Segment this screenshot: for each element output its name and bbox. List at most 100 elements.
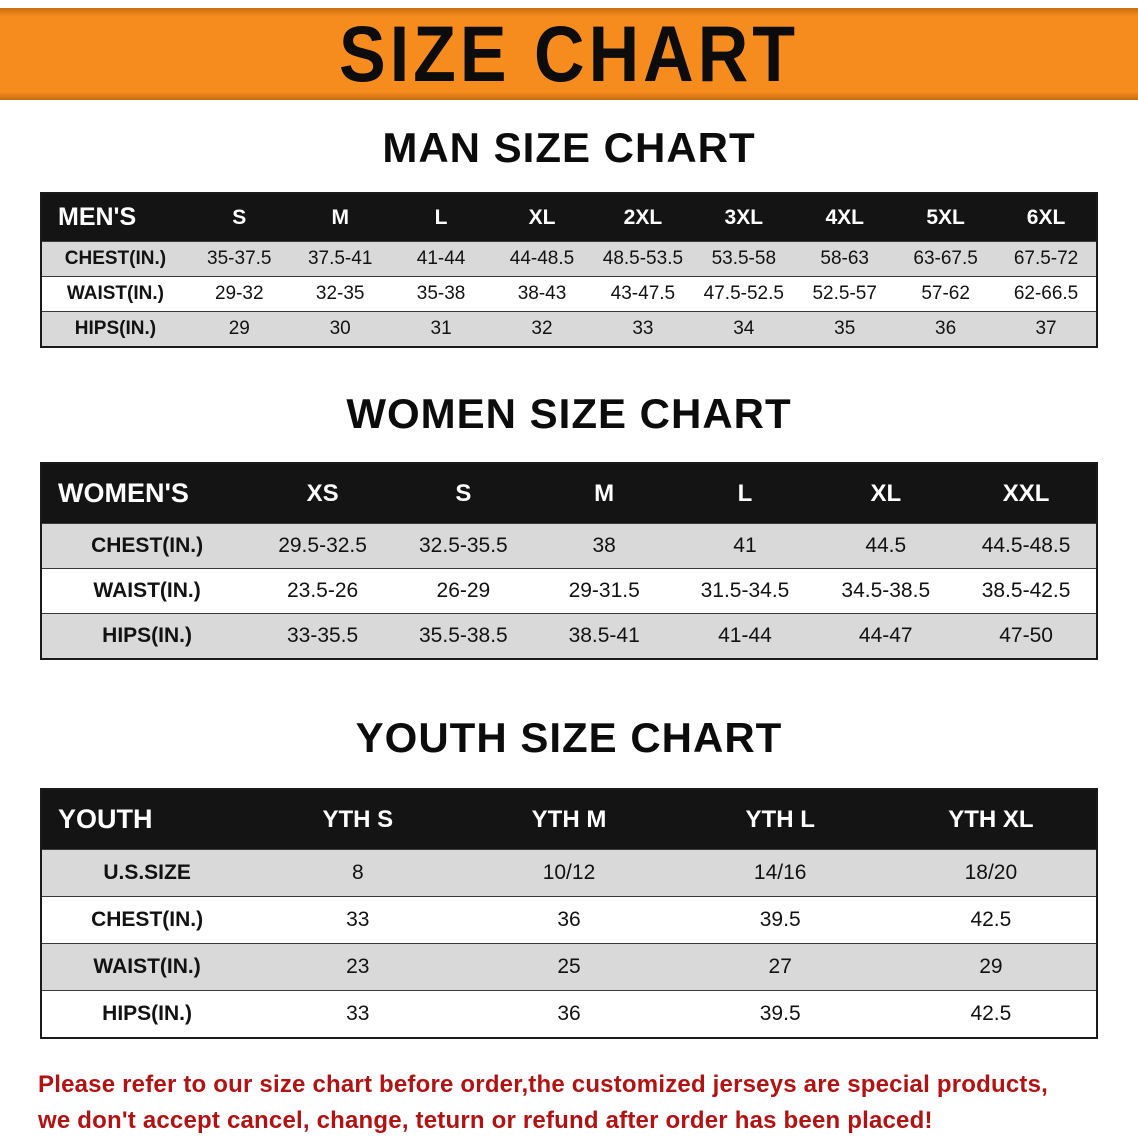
row-label: WAIST(IN.) [93,955,201,979]
women-size-section: WOMEN SIZE CHART WOMEN'S XS S M L XL XXL CHEST(… [0,391,1138,661]
size-column-header: 3XL [693,193,795,242]
table-header-row: YOUTH YTH S YTH M YTH L YTH XL [41,789,1097,850]
size-value-cell: 44-47 [858,624,913,648]
size-column-header: M [289,193,391,242]
size-value-cell: 41-44 [718,624,772,648]
size-value-cell: 33 [632,318,654,340]
size-value-cell: 29 [228,318,250,340]
table-row: CHEST(IN.) 35-37.5 37.5-41 41-44 44-48.5 48.5… [41,241,1097,277]
size-value-cell: 47.5-52.5 [703,283,784,305]
size-column-header: YTH XL [885,789,1097,850]
size-value-cell: 36 [557,908,581,932]
size-value-cell: 29-31.5 [568,579,640,603]
size-value-cell: 33-35.5 [286,624,359,648]
row-label: HIPS(IN.) [102,624,193,648]
size-value-cell: 41-44 [416,248,466,270]
size-value-cell: 30 [329,318,351,340]
size-value-cell: 27 [768,955,792,979]
size-value-cell: 37.5-41 [307,248,373,270]
size-value-cell: 62-66.5 [1013,283,1079,305]
row-label: CHEST(IN.) [64,248,167,270]
size-value-cell: 36 [935,318,957,340]
size-value-cell: 39.5 [759,908,801,932]
women-size-table: WOMEN'S XS S M L XL XXL CHEST(IN.) 29.5-32.5 32.5… [40,462,1098,661]
size-value-cell: 38.5-42.5 [981,579,1071,603]
size-column-header: L [390,193,492,242]
size-value-cell: 38-43 [517,283,567,305]
table-row: WAIST(IN.) 23.5-26 26-29 29-31.5 31.5-34.5 34… [41,568,1097,614]
size-value-cell: 41 [733,534,757,558]
row-label: WAIST(IN.) [93,579,201,603]
size-value-cell: 36 [557,1002,581,1026]
youth-size-table: YOUTH YTH S YTH M YTH L YTH XL U.S.SIZE 8 10/12… [40,788,1098,1040]
table-header-row: MEN'S S M L XL 2XL 3XL 4XL 5XL 6XL [41,193,1097,242]
size-value-cell: 67.5-72 [1013,248,1079,270]
size-value-cell: 44.5 [865,534,907,558]
size-column-header: YTH M [463,789,675,850]
note-line-1: Please refer to our size chart before or… [38,1071,1048,1099]
size-value-cell: 42.5 [970,1002,1012,1026]
size-value-cell: 38 [592,534,616,558]
size-column-header: S [188,193,290,242]
table-row: U.S.SIZE 8 10/12 14/16 18/20 [41,849,1097,897]
size-value-cell: 52.5-57 [812,283,877,305]
row-label: WAIST(IN.) [66,283,164,305]
table-row: CHEST(IN.) 33 36 39.5 42.5 [41,896,1097,944]
size-value-cell: 35-37.5 [207,248,272,270]
row-label: CHEST(IN.) [91,534,204,558]
size-column-header: XL [815,463,957,524]
table-row: CHEST(IN.) 29.5-32.5 32.5-35.5 38 41 44.5 44.5… [41,523,1097,569]
row-label: U.S.SIZE [103,861,191,885]
size-value-cell: 23.5-26 [286,579,359,603]
men-size-section: MAN SIZE CHART MEN'S S M L XL 2XL 3XL 4XL 5XL 6XL… [0,125,1138,349]
table-row: WAIST(IN.) 23 25 27 29 [41,943,1097,991]
men-size-table: MEN'S S M L XL 2XL 3XL 4XL 5XL 6XL CHEST(IN.) 35-37… [40,192,1098,349]
size-value-cell: 58-63 [820,248,870,270]
row-label: CHEST(IN.) [91,908,204,932]
banner-title: SIZE CHART [339,10,799,98]
size-value-cell: 18/20 [964,861,1018,885]
row-label: HIPS(IN.) [74,318,157,340]
size-column-header: XL [491,193,593,242]
size-value-cell: 23 [346,955,370,979]
size-value-cell: 14/16 [753,861,807,885]
size-column-header: 4XL [794,193,896,242]
size-value-cell: 48.5-53.5 [602,248,684,270]
table-row: HIPS(IN.) 29 30 31 32 33 34 35 36 37 [41,311,1097,348]
size-value-cell: 26-29 [436,579,491,603]
size-column-header: L [674,463,816,524]
size-value-cell: 39.5 [759,1002,801,1026]
size-value-cell: 57-62 [921,283,970,305]
size-value-cell: 37 [1035,318,1057,340]
size-value-cell: 8 [351,861,364,885]
table-header-row: WOMEN'S XS S M L XL XXL [41,463,1097,524]
table-corner-label: WOMEN'S [41,463,253,524]
order-note: Please refer to our size chart before or… [38,1069,1100,1137]
size-value-cell: 44.5-48.5 [981,534,1071,558]
size-value-cell: 42.5 [970,908,1012,932]
size-value-cell: 63-67.5 [913,248,978,270]
size-column-header: YTH S [252,789,464,850]
size-value-cell: 33 [346,908,370,932]
size-value-cell: 29 [979,955,1003,979]
size-value-cell: 10/12 [542,861,596,885]
size-column-header: XXL [956,463,1097,524]
table-row: WAIST(IN.) 29-32 32-35 35-38 38-43 43-47.5 47.… [41,276,1097,312]
size-value-cell: 44-48.5 [509,248,575,270]
size-value-cell: 32-35 [315,283,365,305]
size-value-cell: 25 [557,955,581,979]
size-chart-page: SIZE CHART MAN SIZE CHART MEN'S S M L XL 2XL 3… [0,8,1138,1137]
size-value-cell: 35 [834,318,856,340]
size-column-header: 6XL [996,193,1097,242]
size-column-header: YTH L [674,789,886,850]
size-column-header: S [392,463,534,524]
size-column-header: XS [252,463,393,524]
size-column-header: 2XL [592,193,694,242]
size-value-cell: 43-47.5 [610,283,676,305]
table-corner-label: MEN'S [41,193,189,242]
size-value-cell: 32 [531,318,553,340]
size-value-cell: 31.5-34.5 [700,579,790,603]
size-value-cell: 35.5-38.5 [419,624,508,648]
size-value-cell: 38.5-41 [568,624,640,648]
size-column-header: M [533,463,675,524]
